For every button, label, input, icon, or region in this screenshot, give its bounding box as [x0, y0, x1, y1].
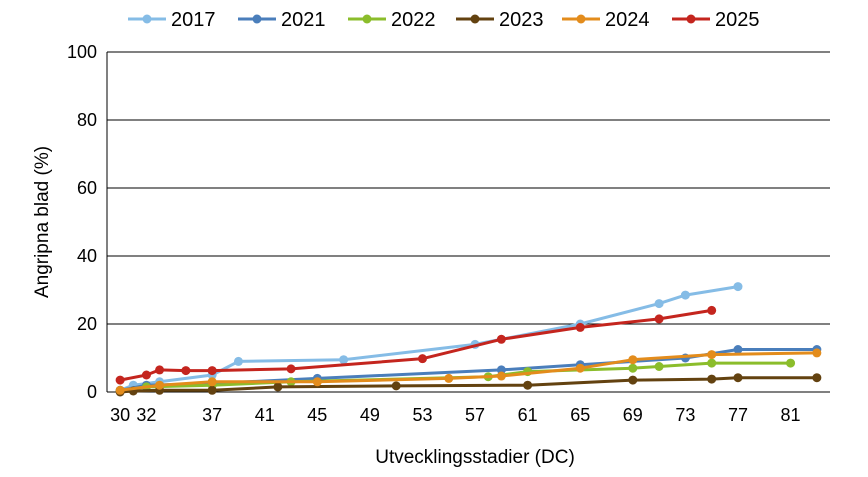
series-lines: [115, 282, 822, 397]
data-point: [786, 358, 796, 368]
y-tick-label: 60: [77, 178, 97, 198]
data-point: [339, 355, 349, 365]
data-point: [733, 345, 743, 354]
y-tick-labels: 0 20 40 60 80 100: [67, 42, 97, 402]
x-tick-labels: 30 32 37 41 45 49 53 57 61 65 69 73 77 81: [110, 405, 800, 425]
data-point: [207, 385, 217, 395]
legend-item-2017: 2017: [128, 9, 216, 31]
x-tick-label: 77: [728, 405, 748, 425]
data-point: [207, 377, 217, 387]
x-tick-label: 65: [570, 405, 590, 425]
data-point: [155, 380, 165, 390]
data-point: [707, 358, 717, 368]
x-tick-label: 61: [518, 405, 538, 425]
legend-swatch-marker: [362, 14, 372, 24]
legend-label: 2021: [281, 9, 326, 31]
data-point: [417, 354, 427, 364]
x-tick-label: 57: [465, 405, 485, 425]
data-point: [575, 322, 585, 332]
x-tick-label: 81: [781, 405, 801, 425]
legend-swatch-marker: [252, 14, 262, 24]
data-point: [707, 350, 717, 360]
data-point: [707, 374, 717, 384]
x-tick-label: 30: [110, 405, 130, 425]
y-tick-label: 0: [87, 382, 97, 402]
y-tick-label: 40: [77, 246, 97, 266]
x-tick-label: 32: [136, 405, 156, 425]
data-point: [812, 348, 822, 358]
data-point: [496, 371, 506, 381]
x-tick-label: 41: [255, 405, 275, 425]
legend-swatch-marker: [142, 14, 152, 24]
legend-item-2022: 2022: [348, 9, 436, 31]
data-point: [273, 382, 283, 392]
y-tick-label: 100: [67, 42, 97, 62]
legend-item-2025: 2025: [672, 9, 760, 31]
x-axis-title: Utvecklingsstadier (DC): [375, 447, 575, 468]
data-point: [155, 365, 165, 375]
legend-item-2024: 2024: [562, 9, 650, 31]
data-point: [391, 381, 401, 391]
legend-item-2021: 2021: [238, 9, 326, 31]
data-point: [680, 290, 690, 300]
x-tick-label: 37: [202, 405, 222, 425]
legend-swatch-marker: [470, 14, 480, 24]
legend-label: 2023: [499, 9, 544, 31]
data-point: [523, 380, 533, 390]
y-axis-title: Angripna blad (%): [32, 146, 53, 298]
data-point: [286, 364, 296, 374]
data-point: [628, 375, 638, 385]
data-point: [575, 363, 585, 373]
data-point: [733, 282, 743, 292]
legend-label: 2022: [391, 9, 436, 31]
series-2023: [115, 373, 822, 397]
series-line: [118, 351, 819, 392]
data-point: [654, 314, 664, 324]
data-point: [312, 377, 322, 387]
data-point: [654, 299, 664, 309]
series-2024: [115, 348, 822, 395]
gridlines: [107, 51, 830, 325]
legend-item-2023: 2023: [456, 9, 544, 31]
data-point: [444, 373, 454, 383]
data-point: [233, 356, 243, 366]
x-tick-label: 53: [412, 405, 432, 425]
data-point: [812, 373, 822, 383]
series-2025: [115, 305, 717, 385]
legend-swatch-marker: [686, 14, 696, 24]
x-tick-label: 69: [623, 405, 643, 425]
legend-swatch-marker: [576, 14, 586, 24]
data-point: [496, 334, 506, 344]
data-point: [628, 355, 638, 365]
legend-label: 2025: [715, 9, 760, 31]
x-tick-label: 45: [307, 405, 327, 425]
data-point: [141, 370, 151, 380]
data-point: [115, 375, 125, 385]
y-tick-label: 20: [77, 314, 97, 334]
x-tick-label: 49: [360, 405, 380, 425]
data-point: [628, 363, 638, 373]
y-tick-label: 80: [77, 110, 97, 130]
legend-label: 2024: [605, 9, 650, 31]
data-point: [181, 366, 191, 376]
data-point: [115, 385, 125, 395]
data-point: [654, 362, 664, 371]
legend-label: 2017: [171, 9, 216, 31]
legend: 2017 2021 2022 2023 2024 2025: [128, 9, 760, 31]
data-point: [733, 373, 743, 383]
data-point: [207, 366, 217, 376]
data-point: [707, 305, 717, 315]
x-tick-label: 73: [675, 405, 695, 425]
